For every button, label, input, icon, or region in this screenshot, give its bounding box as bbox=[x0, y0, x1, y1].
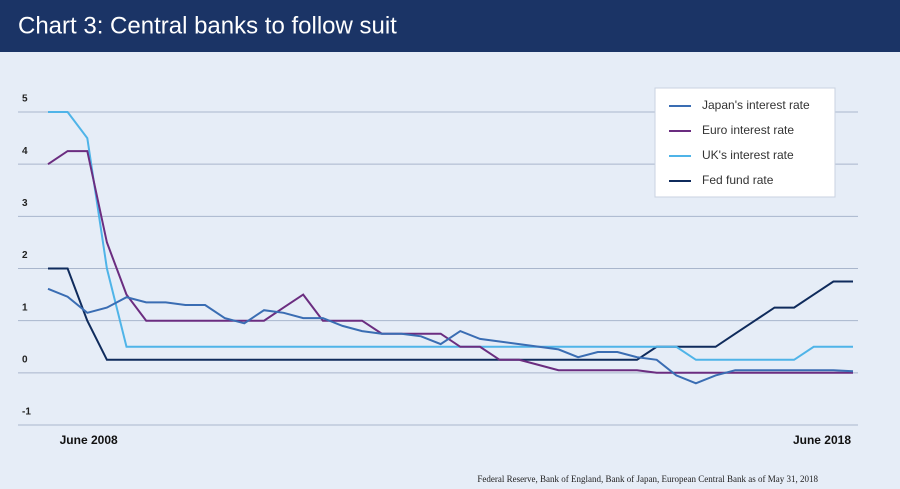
series-line bbox=[48, 111, 853, 361]
y-tick-label: 0 bbox=[22, 354, 28, 365]
header bbox=[0, 0, 900, 52]
y-tick-label: 2 bbox=[22, 250, 28, 261]
source-note: Federal Reserve, Bank of England, Bank o… bbox=[477, 474, 818, 484]
series-line bbox=[47, 287, 854, 385]
legend-label: UK's interest rate bbox=[702, 148, 794, 162]
series-line bbox=[48, 267, 853, 361]
y-tick-label: 1 bbox=[22, 302, 28, 313]
x-tick-label: June 2008 bbox=[60, 433, 118, 447]
x-tick-label: June 2018 bbox=[793, 433, 851, 447]
legend-label: Euro interest rate bbox=[702, 123, 794, 137]
legend-box bbox=[654, 87, 836, 198]
legend-label: Japan's interest rate bbox=[702, 98, 810, 112]
series-line bbox=[47, 150, 853, 374]
y-tick-label: -1 bbox=[22, 407, 31, 418]
y-tick-label: 3 bbox=[22, 198, 28, 209]
y-tick-label: 4 bbox=[22, 146, 28, 157]
legend-label: Fed fund rate bbox=[702, 173, 774, 187]
chart-title: Chart 3: Central banks to follow suit bbox=[18, 12, 397, 39]
y-tick-label: 5 bbox=[22, 94, 28, 105]
